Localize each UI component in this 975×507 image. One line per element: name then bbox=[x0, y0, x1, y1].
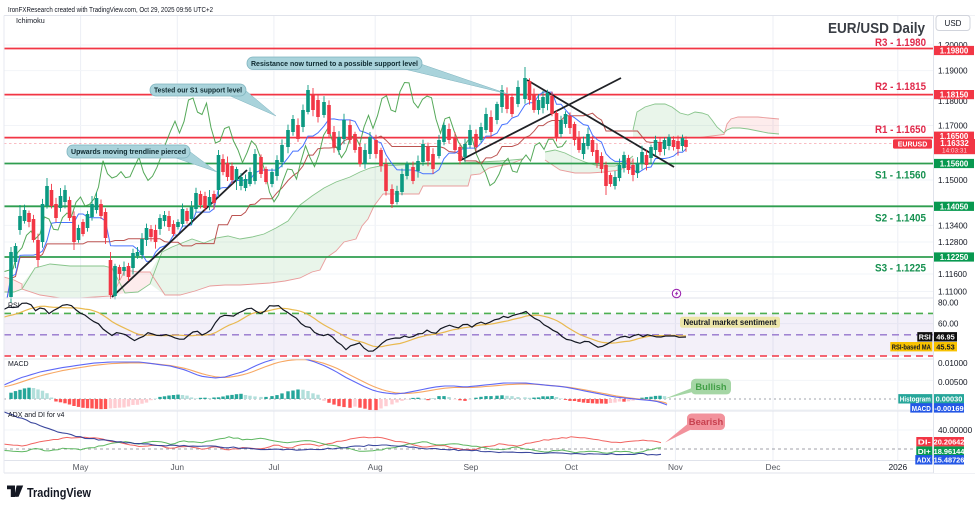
svg-text:MACD: MACD bbox=[8, 361, 29, 368]
svg-text:DI-: DI- bbox=[918, 438, 932, 447]
svg-text:RSI: RSI bbox=[919, 333, 931, 342]
svg-text:EURUSD: EURUSD bbox=[898, 141, 928, 148]
svg-text:Dec: Dec bbox=[766, 462, 781, 472]
svg-text:Tested our S1 support level: Tested our S1 support level bbox=[154, 86, 242, 95]
svg-text:1.11600: 1.11600 bbox=[938, 270, 967, 279]
svg-text:1.12250: 1.12250 bbox=[940, 253, 969, 262]
svg-text:TradingView: TradingView bbox=[27, 485, 92, 500]
svg-text:46.95: 46.95 bbox=[936, 333, 955, 342]
svg-text:RSI: RSI bbox=[8, 303, 20, 310]
svg-text:-0.00169: -0.00169 bbox=[934, 404, 963, 413]
svg-text:20.20642: 20.20642 bbox=[934, 438, 965, 447]
svg-text:1.11000: 1.11000 bbox=[938, 288, 967, 297]
svg-text:1.18000: 1.18000 bbox=[938, 97, 968, 106]
svg-text:S3 - 1.1225: S3 - 1.1225 bbox=[875, 263, 926, 275]
svg-text:Nov: Nov bbox=[668, 462, 684, 472]
svg-text:1.14050: 1.14050 bbox=[940, 202, 969, 211]
svg-text:R3 - 1.1980: R3 - 1.1980 bbox=[875, 37, 926, 49]
svg-text:15.48726: 15.48726 bbox=[934, 456, 965, 465]
svg-text:2026: 2026 bbox=[888, 462, 907, 472]
svg-text:R1 - 1.1650: R1 - 1.1650 bbox=[875, 124, 926, 136]
svg-text:Neutral market sentiment: Neutral market sentiment bbox=[684, 318, 777, 327]
svg-text:Ichimoku: Ichimoku bbox=[16, 16, 45, 25]
svg-text:R2 - 1.1815: R2 - 1.1815 bbox=[875, 81, 926, 93]
svg-text:1.12800: 1.12800 bbox=[938, 238, 968, 247]
svg-text:Oct: Oct bbox=[565, 462, 579, 472]
svg-text:1.15600: 1.15600 bbox=[940, 160, 969, 169]
svg-text:0.00500: 0.00500 bbox=[938, 378, 968, 387]
svg-text:ADX and DI for v4: ADX and DI for v4 bbox=[8, 412, 65, 419]
svg-text:1.15000: 1.15000 bbox=[938, 176, 968, 185]
svg-text:1.19000: 1.19000 bbox=[938, 67, 968, 76]
svg-text:Jul: Jul bbox=[269, 462, 280, 472]
svg-text:Bullish: Bullish bbox=[695, 381, 727, 392]
svg-text:RSI-based MA: RSI-based MA bbox=[892, 343, 931, 352]
svg-text:0.01000: 0.01000 bbox=[938, 359, 968, 368]
svg-text:40.00000: 40.00000 bbox=[938, 426, 973, 435]
svg-text:Resistance now turned to a pos: Resistance now turned to a possible supp… bbox=[251, 59, 418, 68]
svg-text:May: May bbox=[73, 462, 90, 472]
svg-text:1.17000: 1.17000 bbox=[938, 122, 968, 131]
svg-text:USD: USD bbox=[945, 19, 962, 28]
svg-text:Jun: Jun bbox=[171, 462, 185, 472]
svg-text:Bearish: Bearish bbox=[689, 416, 724, 427]
svg-text:EUR/USD Daily: EUR/USD Daily bbox=[828, 20, 926, 37]
svg-text:18.96144: 18.96144 bbox=[934, 447, 966, 456]
svg-text:DI+: DI+ bbox=[918, 447, 931, 456]
svg-text:Histogram: Histogram bbox=[900, 395, 931, 404]
svg-text:1.13400: 1.13400 bbox=[938, 221, 968, 230]
svg-text:45.53: 45.53 bbox=[936, 343, 955, 352]
svg-text:Sep: Sep bbox=[463, 462, 478, 472]
svg-text:MACD: MACD bbox=[912, 404, 931, 413]
svg-text:1.16332: 1.16332 bbox=[940, 139, 969, 148]
svg-text:1.18150: 1.18150 bbox=[940, 91, 969, 100]
svg-text:0.00030: 0.00030 bbox=[936, 395, 963, 404]
svg-text:60.00: 60.00 bbox=[938, 320, 959, 329]
svg-text:ADX: ADX bbox=[917, 456, 931, 465]
svg-text:S2 - 1.1405: S2 - 1.1405 bbox=[875, 212, 926, 224]
svg-text:IronFXResearch created with Tr: IronFXResearch created with TradingView.… bbox=[8, 5, 213, 14]
svg-text:S1 - 1.1560: S1 - 1.1560 bbox=[875, 170, 926, 182]
svg-text:Upwards moving trendline pier: Upwards moving trendline pierced bbox=[71, 147, 186, 156]
svg-text:1.19800: 1.19800 bbox=[940, 47, 969, 56]
svg-text:1.20000: 1.20000 bbox=[938, 41, 968, 50]
svg-text:14:03:31: 14:03:31 bbox=[942, 148, 967, 155]
svg-text:80.00: 80.00 bbox=[938, 299, 959, 308]
svg-text:Aug: Aug bbox=[368, 462, 383, 472]
svg-text:1.16500: 1.16500 bbox=[940, 132, 969, 141]
